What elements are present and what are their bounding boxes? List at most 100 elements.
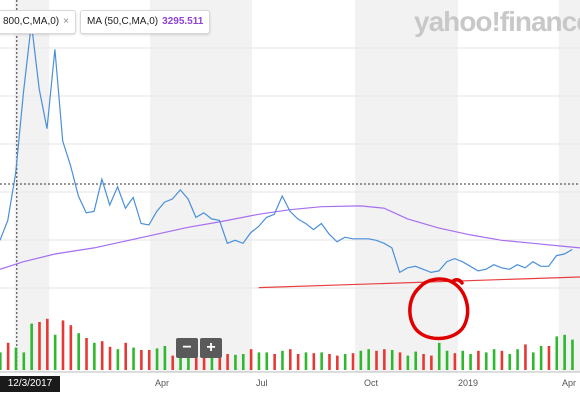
volume-bar [555,336,559,370]
volume-bar [61,320,65,370]
volume-bar [22,352,26,370]
volume-bar [6,342,10,370]
volume-bar [171,355,175,370]
volume-bar [453,353,457,370]
zoom-out-button[interactable]: − [176,338,198,358]
ma-short-legend[interactable]: 800,C,MA,0) × [0,10,76,34]
volume-bar [241,354,245,370]
volume-bar [359,350,363,370]
x-tick: Jul [256,378,268,388]
volume-bar [281,350,284,370]
volume-bar [14,347,18,370]
volume-bar [437,342,441,370]
volume-bar [383,349,386,370]
highlight-circle [408,277,470,341]
volume-bar [218,350,222,370]
volume-bar [210,350,214,370]
volume-bar [430,355,433,370]
volume-bar [375,350,378,370]
volume-bar [367,349,370,370]
volume-bar [194,350,198,370]
volume-bar [484,352,488,370]
x-tick: Apr [562,378,577,388]
volume-bar [406,355,410,370]
moving-average-line [0,205,580,270]
yahoo-finance-logo: yahoo!finance [414,6,580,37]
volume-bar [179,352,182,370]
price-line [0,23,573,274]
zoom-controls: − + [176,338,222,358]
period-band [14,0,50,372]
volume-bar [30,323,33,370]
volume-bar [202,350,206,370]
volume-bar [124,342,128,370]
volume-bar [0,352,2,370]
volume-bar [500,350,504,370]
volume-bar [571,339,574,370]
month-bands [0,0,580,373]
annotations [258,276,580,341]
zoom-in-button[interactable]: + [200,338,222,358]
x-tick: 2019 [458,378,479,388]
volume-bars [0,318,574,370]
volume-bar [304,352,308,370]
crosshair-date-label: 12/3/2017 [0,376,60,392]
volume-bar [461,350,465,370]
ma-long-value: 3295.511 [162,16,204,27]
volume-bar [155,348,159,370]
volume-bar [351,353,355,370]
volume-bar [77,333,80,370]
volume-bar [85,338,88,370]
period-band [150,0,252,372]
trendline [258,276,580,289]
volume-bar [265,352,269,370]
volume-bar [390,350,394,370]
period-band [558,0,580,372]
volume-bar [539,346,543,370]
ma-long-label: MA (50,C,MA,0) [87,16,159,27]
x-tick: Apr [155,378,170,388]
volume-bar [108,346,112,370]
volume-bar [422,354,425,370]
volume-bar [140,350,143,370]
volume-bar [273,354,276,370]
volume-bar [445,350,449,370]
period-band [354,0,458,372]
ma-short-label: 800,C,MA,0) [3,16,60,27]
volume-bar [516,349,519,370]
volume-bar [531,352,535,370]
volume-bar [477,350,480,370]
volume-bar [249,349,253,370]
volume-bar [508,354,512,370]
volume-bar [147,350,151,370]
volume-bar [38,322,41,370]
volume-bar [328,354,331,370]
volume-bar [53,334,57,370]
volume-bar [93,342,96,370]
volume-bar [187,349,190,370]
volume-bar [69,325,73,370]
volume-bar [289,349,292,370]
volume-bar [414,351,418,370]
x-tick: Oct [364,378,379,388]
price-lines [0,23,580,274]
close-icon[interactable]: × [63,16,69,27]
volume-bar [234,354,237,370]
volume-bar [469,354,472,370]
volume-bar [547,346,551,370]
volume-bar [563,334,566,370]
volume-bar [132,347,135,370]
ma-long-legend[interactable]: MA (50,C,MA,0) 3295.511 [80,10,211,34]
volume-bar [492,349,496,370]
volume-bar [296,354,300,370]
volume-bar [320,352,323,370]
volume-bar [336,355,339,370]
volume-bar [257,352,261,370]
volume-bar [226,354,229,370]
volume-bar [398,352,402,370]
volume-bar [343,354,347,370]
volume-bar [312,353,316,370]
volume-bar [524,344,527,370]
